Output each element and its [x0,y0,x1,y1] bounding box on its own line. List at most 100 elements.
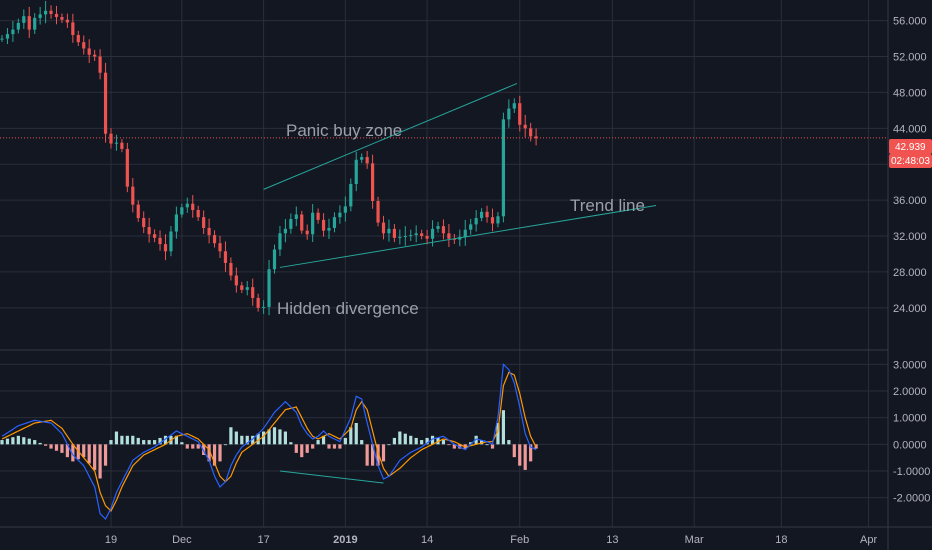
histogram-bar [452,444,456,449]
histogram-bar [11,437,15,445]
candle-body [27,16,31,30]
time-tick-label: 2019 [333,534,357,546]
histogram-bar [158,437,162,445]
histogram-bar [349,427,353,445]
candle-body [245,287,249,290]
histogram-bar [332,444,337,449]
candle-body [251,287,255,298]
histogram-bar [207,444,211,462]
price-candles [0,0,538,316]
oscillator-tick-label: -2.0000 [893,493,930,505]
histogram-bar [474,435,478,445]
last-price-value: 42.939 [895,142,926,153]
histogram-bar [240,435,244,445]
histogram-bar [223,444,228,446]
histogram-bar [354,423,358,445]
histogram-bar [202,444,206,455]
price-tick-label: 44.000 [893,123,927,135]
histogram-bar [392,437,396,445]
histogram-bar [16,435,20,445]
price-tick-label: 28.000 [893,267,927,279]
candle-body [343,206,347,213]
histogram-bar [103,444,108,466]
histogram-bar [147,440,151,445]
histogram-bar [33,440,37,445]
last-price-badge: 42.939 [889,139,932,154]
candle-body [174,214,178,232]
histogram-bar [185,444,189,449]
candle-body [180,207,184,215]
histogram-bar [338,444,342,449]
candle-body [207,227,211,236]
candle-body [87,48,91,55]
candle-body [158,237,162,245]
histogram-bar [496,423,500,445]
candle-body [0,38,4,40]
candle-body [376,201,380,223]
trend-drawings [0,83,888,268]
histogram-bar [229,427,233,445]
price-tick-label: 36.000 [893,195,927,207]
histogram-bar [93,444,97,470]
histogram-bar [289,442,293,445]
histogram-bar [87,444,91,464]
candle-body [507,108,511,120]
price-tick-label: 32.000 [893,231,927,243]
candle-body [474,218,478,225]
histogram-bar [469,442,473,445]
histogram-bar [501,410,505,445]
histogram-bar [321,435,326,445]
histogram-bar [278,429,282,445]
histogram-bar [256,433,260,445]
histogram-bar [251,435,255,445]
price-tick-label: 52.000 [893,52,927,64]
time-tick-label: 13 [606,534,618,546]
candle-body [191,203,195,210]
candle-body [272,249,277,270]
candle-body [109,133,113,144]
histogram-bar [153,440,157,445]
annotation-trend-line: Trend line [570,196,645,215]
candle-body [349,183,353,207]
histogram-bar [125,435,129,445]
axes: 56.00052.00048.00044.00040.00036.00032.0… [105,16,930,546]
histogram-bar [163,435,168,445]
histogram-bar [430,435,435,445]
candle-body [136,204,140,219]
histogram-bar [512,444,516,458]
candle-body [103,72,108,134]
candle-body [131,186,135,205]
histogram-bar [82,444,86,458]
candle-body [469,224,473,230]
signal-line [1,371,537,513]
histogram-bar [174,435,178,445]
candle-body [234,275,238,286]
candle-body [430,228,435,239]
candle-body [65,19,69,23]
candle-body [120,142,124,149]
candle-body [278,233,282,250]
histogram-bar [507,440,511,445]
candle-body [267,269,271,307]
candle-body [153,234,157,238]
histogram-bar [485,444,489,446]
trend-line [279,205,657,268]
histogram-bar [0,440,4,445]
candle-body [398,236,402,238]
candle-body [441,226,446,234]
histogram-bar [480,440,484,445]
candle-body [240,285,244,290]
divergence-line [279,470,384,484]
candle-body [332,217,337,228]
candle-body [392,228,396,238]
time-tick-label: 19 [105,534,117,546]
candle-body [71,22,75,35]
candle-body [185,203,189,208]
candle-body [76,35,80,43]
oscillator-tick-label: 2.0000 [893,386,927,398]
time-tick-label: Dec [172,534,192,546]
candle-body [436,226,440,229]
histogram-bar [283,431,287,445]
